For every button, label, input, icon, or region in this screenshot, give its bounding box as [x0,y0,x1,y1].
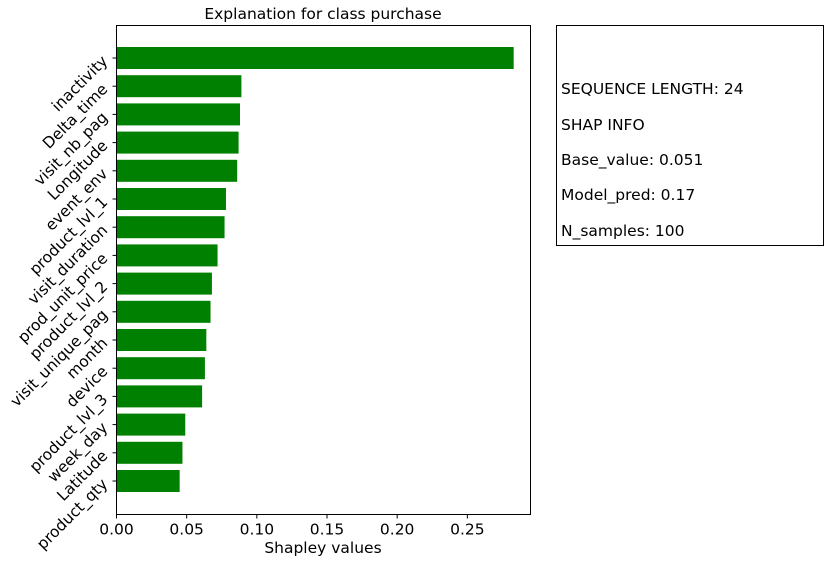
shap-info-box: SEQUENCE LENGTH: 24 SHAP INFO Base_value… [556,25,824,246]
n-samples-text: N_samples: 100 [561,222,685,240]
bar-visit_nb_pag [116,103,240,126]
x-tick-label: 0.25 [450,521,485,539]
chart-title: Explanation for class purchase [204,5,441,23]
bar-prod_unit_price [116,244,218,267]
bar-product_lvl_2 [116,272,212,295]
bar-device [116,357,205,380]
bar-Delta_time [116,75,242,98]
y-tick-labels: inactivityDelta_timevisit_nb_pagLongitud… [7,52,117,554]
x-axis: 0.00 0.05 0.10 0.15 0.20 0.25 [99,514,485,539]
bar-visit_unique_pag [116,300,211,323]
bar-visit_duration [116,216,225,239]
bar-Longitude [116,131,239,154]
bar-product_lvl_1 [116,188,226,210]
shap-info-heading: SHAP INFO [561,116,645,134]
model-pred-text: Model_pred: 0.17 [561,186,696,204]
x-tick-label: 0.05 [169,521,204,539]
x-tick-label: 0.00 [99,521,134,539]
bars-group [116,47,514,492]
base-value-text: Base_value: 0.051 [561,151,704,169]
sequence-length-text: SEQUENCE LENGTH: 24 [561,80,744,98]
bar-Latitude [116,441,183,464]
bar-product_lvl_3 [116,385,203,408]
x-tick-label: 0.20 [380,521,415,539]
bar-week_day [116,413,186,436]
bar-month [116,329,207,351]
x-tick-label: 0.15 [310,521,345,539]
x-axis-label: Shapley values [264,539,381,557]
bar-event_env [116,159,238,182]
plot-frame [116,25,531,515]
bar-product_qty [116,470,180,492]
x-tick-label: 0.10 [240,521,275,539]
bar-inactivity [116,47,514,69]
